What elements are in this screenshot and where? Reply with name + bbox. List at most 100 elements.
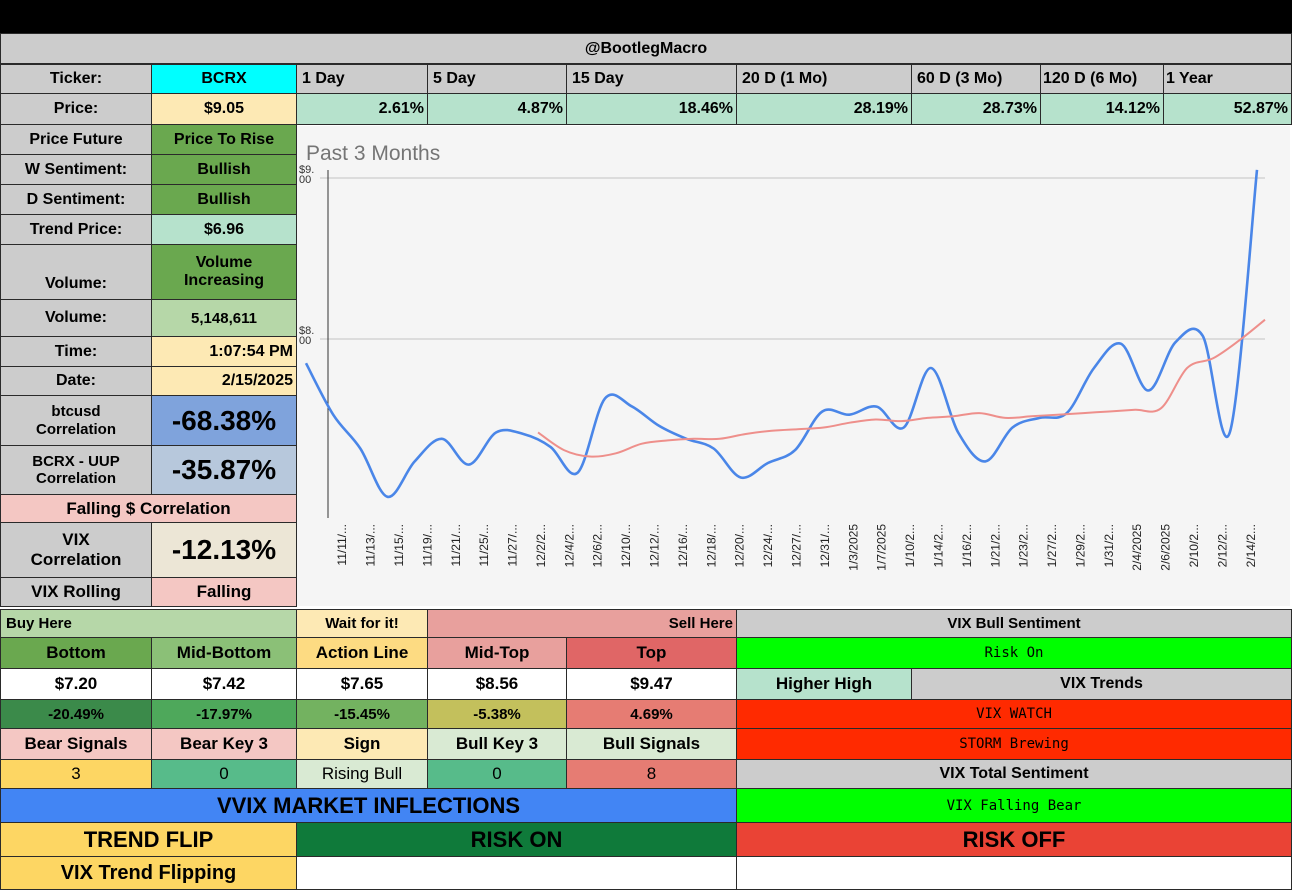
price-series-line: [304, 169, 1259, 499]
volume-value: 5,148,611: [151, 299, 297, 337]
btc-correlation-value: -68.38%: [151, 395, 297, 446]
x-tick-label: 2/4/2025: [1130, 524, 1144, 571]
vix-rolling-value: Falling: [151, 577, 297, 607]
x-tick-label: 11/27/...: [506, 524, 520, 566]
signal-header-bear-key-3: Bear Key 3: [151, 728, 297, 760]
x-tick-label: 11/19/...: [420, 524, 434, 566]
btc-correlation-label: btcusd Correlation: [0, 395, 152, 446]
vix-risk-on: Risk On: [736, 637, 1292, 669]
level-header-top: Top: [566, 637, 737, 669]
x-tick-label: 12/12/...: [648, 524, 662, 567]
price-future-value: Price To Rise: [151, 124, 297, 155]
return-1-year: 52.87%: [1163, 93, 1292, 125]
signal-value-bear-key-3: 0: [151, 759, 297, 789]
level-price-mid-bottom: $7.42: [151, 668, 297, 700]
d-sentiment-value: Bullish: [151, 184, 297, 215]
x-tick-label: 12/6/2...: [591, 524, 605, 567]
level-pct-mid-top: -5.38%: [427, 699, 567, 729]
vvix-market-inflections: VVIX MARKET INFLECTIONS: [0, 788, 737, 823]
period-1-day: 1 Day: [296, 64, 428, 94]
x-tick-label: 12/10/...: [619, 524, 633, 567]
level-price-top: $9.47: [566, 668, 737, 700]
time-label: Time:: [0, 336, 152, 367]
x-tick-label: 12/27/...: [790, 524, 804, 567]
vix-falling-bear: VIX Falling Bear: [736, 788, 1292, 823]
x-tick-label: 12/20/...: [733, 524, 747, 567]
x-tick-label: 11/11/...: [335, 524, 349, 566]
date-value: 2/15/2025: [151, 366, 297, 396]
level-pct-top: 4.69%: [566, 699, 737, 729]
price-label: Price:: [0, 93, 152, 125]
level-price-mid-top: $8.56: [427, 668, 567, 700]
signal-value-bull-signals: 8: [566, 759, 737, 789]
empty-cell-right: [736, 856, 1292, 890]
vix-storm-brewing: STORM Brewing: [736, 728, 1292, 760]
w-sentiment-value: Bullish: [151, 154, 297, 185]
w-sentiment-label: W Sentiment:: [0, 154, 152, 185]
level-header-mid-top: Mid-Top: [427, 637, 567, 669]
period-5-day: 5 Day: [427, 64, 567, 94]
risk-on-banner: RISK ON: [296, 822, 737, 857]
period-20d: 20 D (1 Mo): [736, 64, 912, 94]
x-tick-label: 11/21/...: [449, 524, 463, 566]
signal-header-sign: Sign: [296, 728, 428, 760]
vix-correlation-value: -12.13%: [151, 522, 297, 578]
period-120d: 120 D (6 Mo): [1040, 64, 1164, 94]
y-tick-label: 00: [299, 174, 311, 186]
x-tick-label: 1/10/2...: [903, 524, 917, 567]
wait-label: Wait for it!: [296, 609, 428, 638]
header-handle: @BootlegMacro: [0, 33, 1292, 64]
level-header-action-line: Action Line: [296, 637, 428, 669]
period-60d: 60 D (3 Mo): [911, 64, 1041, 94]
level-pct-bottom: -20.49%: [0, 699, 152, 729]
x-tick-label: 2/14/2...: [1244, 524, 1258, 567]
trend-price-label: Trend Price:: [0, 214, 152, 245]
top-window-bar: [0, 0, 1292, 33]
price-future-label: Price Future: [0, 124, 152, 155]
vix-bull-sentiment-label: VIX Bull Sentiment: [736, 609, 1292, 638]
x-tick-label: 11/25/...: [477, 524, 491, 566]
x-tick-label: 2/6/2025: [1159, 524, 1173, 571]
x-tick-label: 12/4/2...: [562, 524, 576, 567]
trend-flip: TREND FLIP: [0, 822, 297, 857]
x-tick-label: 12/16/...: [676, 524, 690, 567]
signal-value-sign: Rising Bull: [296, 759, 428, 789]
level-header-mid-bottom: Mid-Bottom: [151, 637, 297, 669]
signal-value-bull-key-3: 0: [427, 759, 567, 789]
buy-here-label: Buy Here: [0, 609, 297, 638]
time-value: 1:07:54 PM: [151, 336, 297, 367]
y-tick-label: 00: [299, 335, 311, 347]
sell-here-label: Sell Here: [427, 609, 737, 638]
x-tick-label: 1/14/2...: [931, 524, 945, 567]
return-120d: 14.12%: [1040, 93, 1164, 125]
x-tick-label: 12/18/...: [704, 524, 718, 567]
level-price-bottom: $7.20: [0, 668, 152, 700]
vix-correlation-label: VIX Correlation: [0, 522, 152, 578]
level-pct-action-line: -15.45%: [296, 699, 428, 729]
x-tick-label: 1/23/2...: [1017, 524, 1031, 567]
period-15-day: 15 Day: [566, 64, 737, 94]
uup-correlation-value: -35.87%: [151, 445, 297, 495]
price-chart: Past 3 Months $9. 00 $8. 00 11/11/... 11/13/.…: [296, 126, 1290, 606]
x-tick-label: 1/29/2...: [1073, 524, 1087, 567]
price-value: $9.05: [151, 93, 297, 125]
uup-correlation-label: BCRX - UUP Correlation: [0, 445, 152, 495]
x-tick-label: 1/21/2...: [988, 524, 1002, 567]
level-pct-mid-bottom: -17.97%: [151, 699, 297, 729]
empty-cell-middle: [296, 856, 737, 890]
volume-trend-label: Volume:: [0, 244, 152, 300]
signal-header-bear-signals: Bear Signals: [0, 728, 152, 760]
period-1-year: 1 Year: [1163, 64, 1292, 94]
x-tick-label: 12/2/2...: [534, 524, 548, 567]
x-tick-label: 1/27/2...: [1045, 524, 1059, 567]
x-tick-label: 1/3/2025: [846, 524, 860, 571]
x-tick-label: 12/31/...: [818, 524, 832, 567]
vix-higher-high: Higher High: [736, 668, 912, 700]
return-15-day: 18.46%: [566, 93, 737, 125]
trend-series-line: [537, 318, 1266, 458]
x-tick-label: 11/13/...: [364, 524, 378, 566]
x-tick-label: 1/31/2...: [1102, 524, 1116, 567]
vix-trend-flipping: VIX Trend Flipping: [0, 856, 297, 890]
x-tick-label: 1/7/2025: [875, 524, 889, 571]
